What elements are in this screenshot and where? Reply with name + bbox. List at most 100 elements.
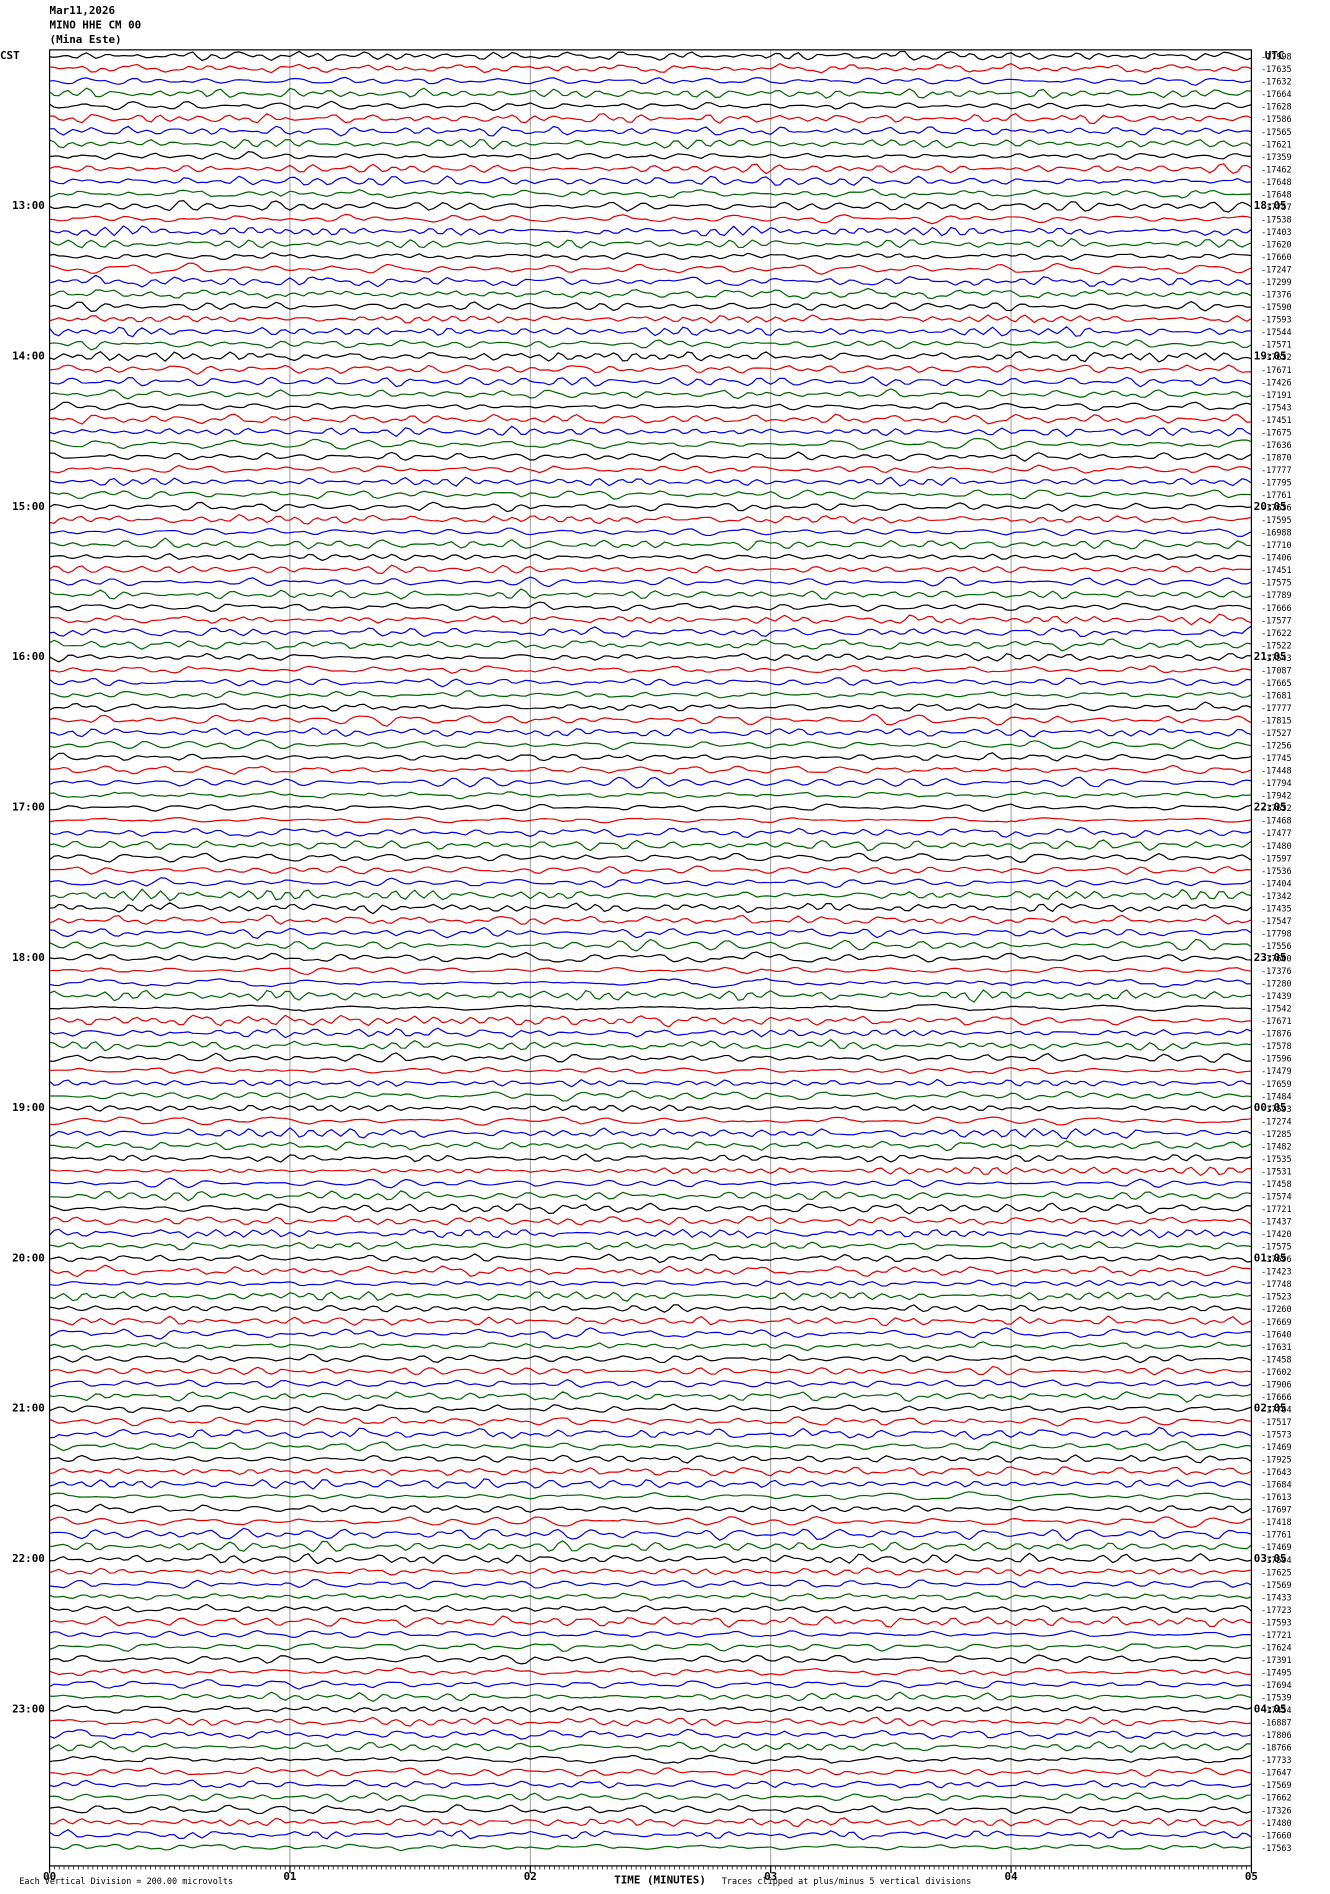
scale-note: Each Vertical Division = 200.00 microvol… bbox=[19, 1876, 233, 1886]
x-tick-label: 04 bbox=[1004, 1870, 1018, 1883]
trace bbox=[49, 364, 1252, 375]
trace bbox=[49, 175, 1252, 186]
trace-label: -17543 bbox=[1261, 402, 1292, 412]
trace bbox=[49, 739, 1252, 751]
trace bbox=[49, 1440, 1252, 1452]
trace-label: -17681 bbox=[1261, 690, 1292, 700]
trace-label: -16988 bbox=[1261, 528, 1292, 538]
trace bbox=[49, 1540, 1252, 1553]
trace bbox=[49, 1704, 1252, 1714]
trace-label: -17544 bbox=[1261, 327, 1292, 337]
trace bbox=[49, 287, 1252, 300]
left-hour-label: 13:00 bbox=[12, 199, 45, 212]
trace bbox=[49, 552, 1252, 562]
trace bbox=[49, 62, 1252, 74]
trace-label: -17721 bbox=[1261, 1630, 1292, 1640]
trace bbox=[49, 713, 1252, 727]
trace-label: -17426 bbox=[1261, 377, 1292, 387]
trace bbox=[49, 601, 1252, 612]
trace-label: -17191 bbox=[1261, 390, 1292, 400]
trace bbox=[49, 1140, 1252, 1152]
trace-label: -17574 bbox=[1261, 1191, 1292, 1201]
trace bbox=[49, 1052, 1252, 1063]
trace bbox=[49, 1290, 1252, 1302]
trace bbox=[49, 1466, 1252, 1477]
trace-label: -17761 bbox=[1261, 490, 1292, 500]
trace bbox=[49, 300, 1252, 313]
trace bbox=[49, 902, 1252, 915]
trace-label: -17593 bbox=[1261, 1104, 1292, 1114]
trace-label: -17665 bbox=[1261, 678, 1292, 688]
trace-label: -17517 bbox=[1261, 1417, 1292, 1427]
trace-label: -17359 bbox=[1261, 152, 1292, 162]
trace-label: -17710 bbox=[1261, 540, 1292, 550]
trace-label: -17625 bbox=[1261, 1567, 1292, 1577]
trace bbox=[49, 489, 1252, 500]
trace bbox=[49, 100, 1252, 112]
trace bbox=[49, 826, 1252, 839]
trace-label: -17815 bbox=[1261, 715, 1292, 725]
trace-label: -17575 bbox=[1261, 1242, 1292, 1252]
trace bbox=[49, 701, 1252, 712]
trace bbox=[49, 727, 1252, 738]
left-hour-label: 18:00 bbox=[12, 951, 45, 964]
trace-label: -17764 bbox=[1261, 1404, 1292, 1414]
right-hour-label: 03:05 bbox=[1254, 1552, 1287, 1565]
trace bbox=[49, 1615, 1252, 1628]
trace-label: -17274 bbox=[1261, 1116, 1292, 1126]
left-hour-label: 16:00 bbox=[12, 650, 45, 663]
trace bbox=[49, 1403, 1252, 1414]
trace-label: -17469 bbox=[1261, 1442, 1292, 1452]
trace bbox=[49, 262, 1252, 275]
trace-label: -17536 bbox=[1261, 866, 1292, 876]
trace bbox=[49, 1014, 1252, 1028]
trace-label: -17590 bbox=[1261, 302, 1292, 312]
trace bbox=[49, 1038, 1252, 1052]
trace bbox=[49, 325, 1252, 338]
clip-note: Traces clipped at plus/minus 5 vertical … bbox=[722, 1876, 971, 1886]
trace bbox=[49, 1190, 1252, 1202]
trace bbox=[49, 877, 1252, 889]
trace-label: -17794 bbox=[1261, 778, 1292, 788]
trace bbox=[49, 764, 1252, 775]
trace bbox=[49, 76, 1252, 86]
trace-label: -17648 bbox=[1261, 177, 1292, 187]
trace bbox=[49, 1552, 1252, 1565]
trace-label: -17326 bbox=[1261, 1805, 1292, 1815]
trace bbox=[49, 151, 1252, 161]
trace bbox=[49, 1515, 1252, 1528]
trace-label: -17697 bbox=[1261, 1505, 1292, 1515]
trace bbox=[49, 989, 1252, 1003]
trace bbox=[49, 87, 1252, 99]
left-hour-label: 14:00 bbox=[12, 350, 45, 363]
trace bbox=[49, 425, 1252, 438]
trace-label: -17285 bbox=[1261, 1129, 1292, 1139]
trace bbox=[49, 1341, 1252, 1352]
trace bbox=[49, 1127, 1252, 1140]
trace bbox=[49, 1491, 1252, 1502]
trace bbox=[49, 464, 1252, 474]
trace-label: -17757 bbox=[1261, 202, 1292, 212]
left-timezone: CST bbox=[0, 49, 20, 62]
trace-label: -17632 bbox=[1261, 352, 1292, 362]
trace bbox=[49, 839, 1252, 852]
left-hour-label: 17:00 bbox=[12, 800, 45, 813]
trace bbox=[49, 1792, 1252, 1803]
trace bbox=[49, 388, 1252, 400]
trace bbox=[49, 638, 1252, 652]
trace-label: -17569 bbox=[1261, 1580, 1292, 1590]
trace bbox=[49, 1843, 1252, 1852]
trace bbox=[49, 677, 1252, 688]
trace bbox=[49, 1253, 1252, 1264]
trace-label: -17666 bbox=[1261, 1392, 1292, 1402]
x-tick-label: 05 bbox=[1245, 1870, 1258, 1883]
right-hour-label: 19:05 bbox=[1254, 350, 1287, 363]
trace-label: -17482 bbox=[1261, 1141, 1292, 1151]
trace bbox=[49, 1116, 1252, 1126]
trace-label: -17404 bbox=[1261, 878, 1292, 888]
trace-label: -17454 bbox=[1261, 1705, 1292, 1715]
trace bbox=[49, 1353, 1252, 1364]
trace bbox=[49, 914, 1252, 925]
trace bbox=[49, 1728, 1252, 1740]
trace bbox=[49, 252, 1252, 262]
